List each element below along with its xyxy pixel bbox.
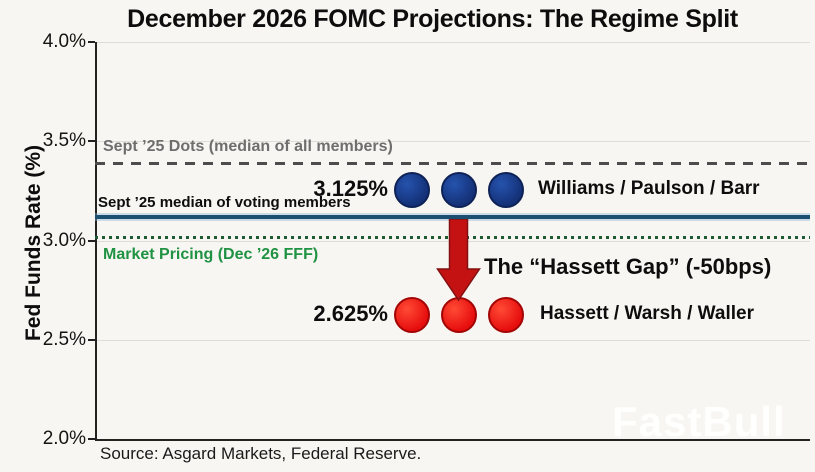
gridline-4-0 bbox=[95, 42, 810, 43]
y-tick-mark bbox=[88, 339, 95, 341]
y-tick-mark bbox=[88, 41, 95, 43]
y-tick-mark bbox=[88, 240, 95, 242]
dove-members-label: Hassett / Warsh / Waller bbox=[540, 303, 754, 324]
dove-dots-group bbox=[394, 297, 524, 333]
source-note: Source: Asgard Markets, Federal Reserve. bbox=[100, 444, 422, 463]
sept25-dots-median-label: Sept ’25 Dots (median of all members) bbox=[103, 138, 393, 155]
y-tick-label: 3.0% bbox=[42, 230, 86, 251]
y-tick-label: 4.0% bbox=[42, 31, 86, 52]
hawk-members-label: Williams / Paulson / Barr bbox=[538, 178, 760, 199]
sept25-voting-median-line bbox=[95, 215, 810, 219]
hawk-value-label: 3.125% bbox=[313, 176, 388, 201]
gridline-3-5 bbox=[95, 141, 810, 142]
dove-value-label: 2.625% bbox=[313, 301, 388, 326]
hassett-gap-annotation: The “Hassett Gap” (-50bps) bbox=[484, 254, 772, 279]
member-dot bbox=[394, 297, 430, 333]
chart-title: December 2026 FOMC Projections: The Regi… bbox=[127, 5, 738, 33]
y-tick-mark bbox=[88, 438, 95, 440]
hawk-dots-group bbox=[394, 172, 524, 208]
y-tick-label: 2.5% bbox=[42, 329, 86, 350]
sept25-dots-median-line bbox=[95, 162, 810, 165]
member-dot bbox=[394, 172, 430, 208]
market-pricing-label: Market Pricing (Dec ’26 FFF) bbox=[103, 246, 319, 263]
gridline-2-5 bbox=[95, 340, 810, 341]
watermark: FastBull bbox=[612, 398, 786, 445]
y-tick-mark bbox=[88, 140, 95, 142]
y-axis-line bbox=[95, 42, 97, 440]
down-arrow-icon bbox=[436, 219, 481, 302]
member-dot bbox=[488, 172, 524, 208]
member-dot bbox=[441, 172, 477, 208]
y-tick-label: 2.0% bbox=[42, 428, 86, 449]
member-dot bbox=[441, 297, 477, 333]
y-tick-label: 3.5% bbox=[42, 130, 86, 151]
x-axis-line bbox=[95, 439, 810, 441]
member-dot bbox=[488, 297, 524, 333]
sept25-voting-median-label: Sept ’25 median of voting members bbox=[98, 194, 351, 211]
